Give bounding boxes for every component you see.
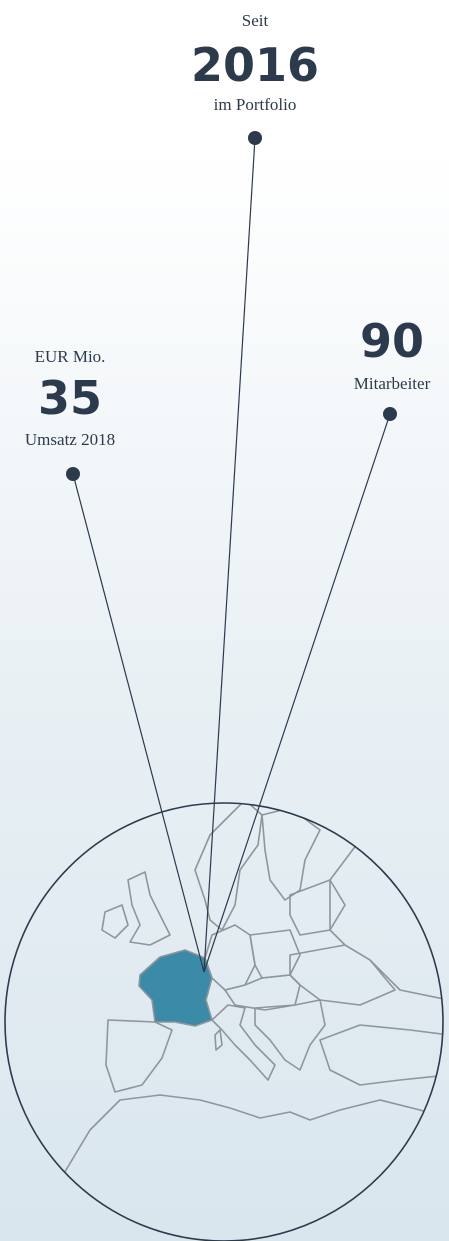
balkans xyxy=(254,999,326,1071)
stat-prefix: EUR Mio. xyxy=(35,347,106,366)
map xyxy=(39,803,443,1241)
uk xyxy=(127,871,171,946)
corsica xyxy=(214,1029,223,1051)
scandinavia xyxy=(194,803,263,931)
stat-value: 90 xyxy=(360,314,424,368)
connector xyxy=(203,137,256,973)
france xyxy=(138,949,213,1027)
stat-value: 35 xyxy=(38,371,102,425)
stat-value: 2016 xyxy=(191,38,319,92)
dot xyxy=(66,467,80,481)
stat-label: im Portfolio xyxy=(214,95,297,114)
dot xyxy=(248,131,262,145)
ukraine xyxy=(289,944,396,1006)
stat-prefix: Seit xyxy=(242,11,269,30)
russia xyxy=(329,839,443,1001)
connectors xyxy=(72,137,391,973)
dot xyxy=(383,407,397,421)
stat-label: Umsatz 2018 xyxy=(25,430,115,449)
italy xyxy=(211,1004,276,1081)
ireland xyxy=(101,904,129,939)
connector xyxy=(203,413,391,973)
germany xyxy=(204,924,256,991)
globe-outline xyxy=(4,802,444,1241)
connector xyxy=(72,473,205,973)
turkey xyxy=(319,1024,443,1086)
stat-label: Mitarbeiter xyxy=(354,374,431,393)
spain xyxy=(105,1019,173,1093)
north-africa xyxy=(39,1094,443,1241)
central-europe xyxy=(224,974,301,1011)
baltics xyxy=(289,879,346,936)
